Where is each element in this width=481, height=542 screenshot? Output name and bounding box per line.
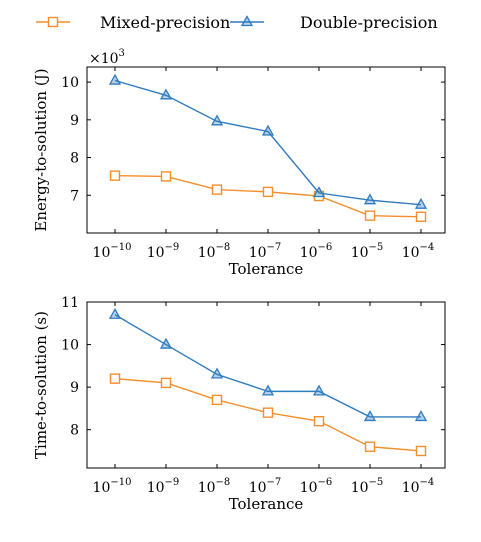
y-tick-label: 11: [61, 295, 79, 311]
y-tick-label: 8: [70, 151, 79, 167]
legend-marker-1: [47, 16, 59, 28]
x-tick-exponent: −6: [318, 242, 333, 253]
x-tick-base: 10: [93, 480, 111, 496]
double-point-5: [312, 186, 326, 198]
double-point-4: [261, 124, 275, 136]
double-point-2: [159, 337, 173, 349]
double-point-1: [108, 73, 122, 85]
mixed-point-2: [160, 377, 172, 389]
mixed-point-6: [364, 210, 376, 221]
double-point-7: [414, 410, 428, 422]
x-tick-base: 10: [93, 245, 111, 261]
plot-frame: [86, 301, 446, 469]
x-tick-base: 10: [402, 480, 420, 496]
mixed-point-7: [415, 211, 427, 222]
double-point-4: [261, 384, 275, 396]
x-tick-exponent: −4: [420, 242, 435, 253]
mixed-point-6: [364, 441, 376, 452]
x-axis-label: Tolerance: [229, 495, 304, 513]
mixed-point-2: [160, 171, 172, 182]
x-tick-exponent: −5: [369, 242, 384, 253]
x-tick-label: 10−8: [198, 477, 231, 496]
mixed-point-7: [415, 445, 427, 457]
x-tick-exponent: −5: [369, 477, 384, 488]
x-tick-label: 10−6: [300, 477, 333, 496]
double-point-5: [312, 384, 326, 396]
legend-marker-2: [240, 15, 254, 27]
y-axis-label: Energy-to-solution (J): [32, 68, 50, 231]
x-axis-label: Tolerance: [229, 260, 304, 278]
double-point-3: [210, 114, 224, 126]
x-tick-exponent: −4: [420, 477, 435, 488]
y-tick-label: 9: [70, 380, 79, 396]
x-tick-label: 10−9: [147, 477, 180, 496]
x-tick-base: 10: [147, 245, 165, 261]
double-point-7: [414, 197, 428, 209]
x-tick-exponent: −7: [267, 477, 282, 488]
y-scale-note: ×103: [89, 48, 125, 67]
x-tick-base: 10: [147, 480, 165, 496]
x-tick-label: 10−4: [402, 242, 435, 261]
double-point-6: [363, 410, 377, 422]
y-tick-label: 10: [61, 75, 79, 91]
y-tick-label: 10: [61, 338, 79, 354]
y-tick-label: 9: [70, 113, 79, 129]
x-tick-base: 10: [249, 480, 267, 496]
x-tick-label: 10−7: [249, 242, 282, 261]
x-tick-exponent: −10: [110, 242, 131, 253]
x-tick-exponent: −10: [110, 477, 131, 488]
y-tick-label: 8: [70, 423, 79, 439]
legend-label-2: Double-precision: [300, 13, 438, 32]
x-tick-base: 10: [351, 245, 369, 261]
x-tick-exponent: −7: [267, 242, 282, 253]
x-tick-base: 10: [351, 480, 369, 496]
mixed-point-3: [211, 184, 223, 195]
double-point-3: [210, 367, 224, 379]
x-tick-label: 10−5: [351, 242, 384, 261]
legend: Mixed-precision Double-precision: [36, 13, 438, 32]
x-tick-base: 10: [300, 245, 318, 261]
x-tick-exponent: −6: [318, 477, 333, 488]
mixed-point-3: [211, 394, 223, 406]
legend-label-1: Mixed-precision: [100, 13, 230, 32]
mixed-point-1: [109, 373, 121, 384]
x-tick-label: 10−7: [249, 477, 282, 496]
x-tick-exponent: −9: [165, 242, 180, 253]
x-tick-label: 10−10: [93, 477, 132, 496]
x-tick-label: 10−10: [93, 242, 132, 261]
double-point-6: [363, 193, 377, 205]
x-tick-base: 10: [198, 480, 216, 496]
x-tick-label: 10−8: [198, 242, 231, 261]
x-tick-base: 10: [402, 245, 420, 261]
y-tick-label: 7: [70, 188, 79, 204]
mixed-point-4: [262, 407, 274, 418]
double-point-2: [159, 88, 173, 100]
mixed-point-1: [109, 170, 121, 181]
x-tick-exponent: −8: [216, 477, 231, 488]
mixed-point-4: [262, 186, 274, 198]
x-tick-exponent: −9: [165, 477, 180, 488]
mixed-point-5: [313, 415, 325, 427]
y-axis-label: Time-to-solution (s): [32, 311, 50, 459]
plot-frame: [86, 66, 446, 234]
y-scale-exponent: 3: [119, 48, 125, 59]
x-tick-base: 10: [300, 480, 318, 496]
double-point-1: [108, 307, 122, 319]
x-tick-base: 10: [249, 245, 267, 261]
x-tick-exponent: −8: [216, 242, 231, 253]
x-tick-label: 10−4: [402, 477, 435, 496]
x-tick-label: 10−6: [300, 242, 333, 261]
double-series-line: [114, 79, 422, 206]
x-tick-label: 10−5: [351, 477, 384, 496]
x-tick-base: 10: [198, 245, 216, 261]
y-scale-base: ×10: [89, 51, 119, 67]
double-series-line: [114, 314, 421, 418]
x-tick-label: 10−9: [147, 242, 180, 261]
